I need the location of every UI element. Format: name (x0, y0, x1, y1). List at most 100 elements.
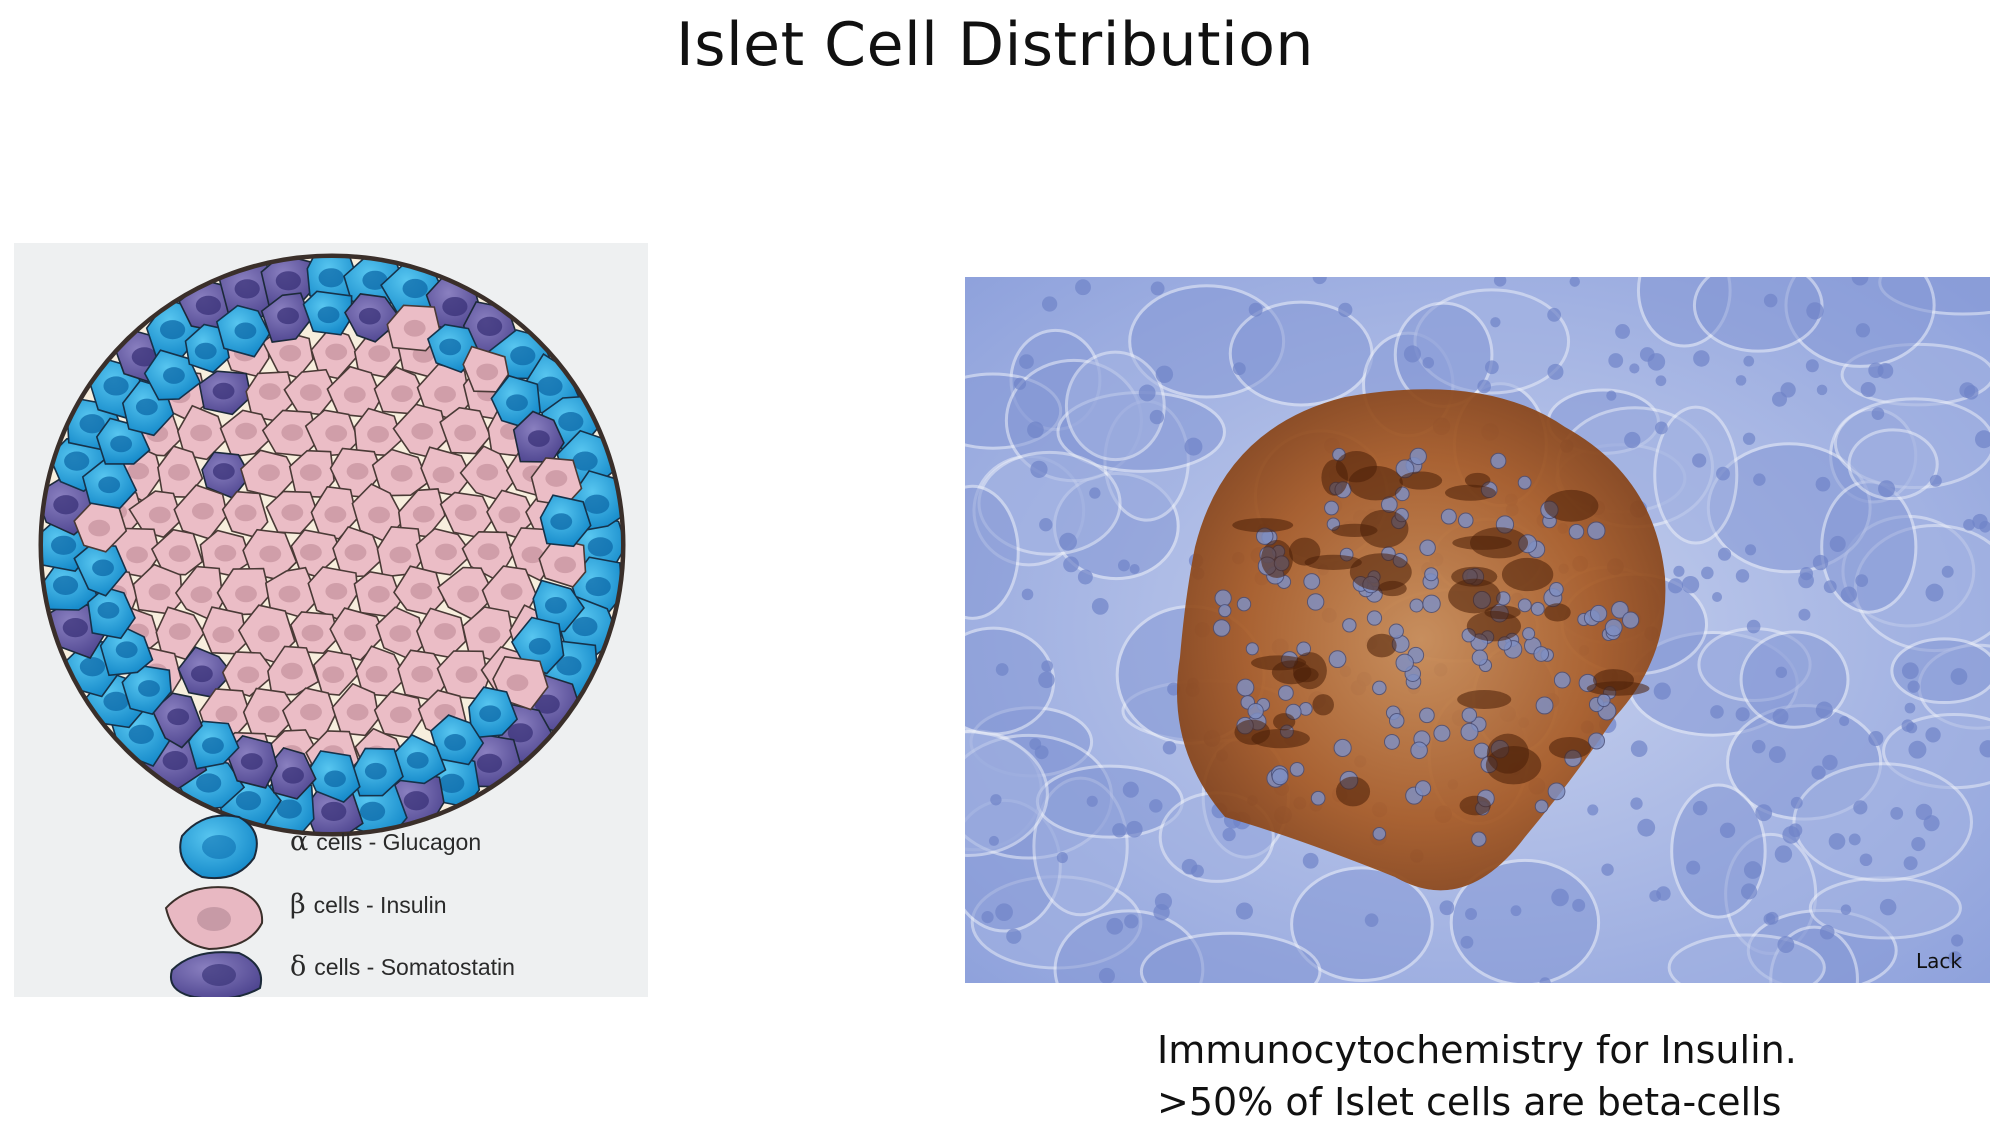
tissue-nucleus (1692, 453, 1707, 468)
stain-blotch (1501, 557, 1554, 592)
cell-nucleus (138, 680, 160, 697)
tissue-nucleus (1868, 362, 1884, 378)
cell-nucleus (300, 703, 322, 721)
acinar-lobule (1692, 277, 1824, 353)
tissue-nucleus (1806, 302, 1824, 320)
tissue-nucleus (1855, 323, 1871, 338)
islet-nucleus (1547, 782, 1566, 801)
tissue-nucleus (1828, 833, 1846, 850)
cell-nucleus (457, 585, 480, 603)
cell-nucleus (126, 546, 148, 564)
cell-nucleus (368, 345, 391, 362)
cell-nucleus (162, 750, 188, 771)
cell-nucleus (435, 543, 457, 561)
stain-blotch (1470, 527, 1529, 559)
tissue-nucleus (1654, 421, 1668, 435)
tissue-nucleus (1039, 518, 1053, 532)
legend-alpha-swatch (179, 814, 258, 880)
islet-nucleus (1553, 671, 1571, 689)
tissue-nucleus (1868, 731, 1884, 747)
tissue-nucleus (1768, 746, 1786, 764)
tissue-nucleus (1763, 913, 1776, 925)
stain-blotch (1273, 713, 1296, 731)
stain-blotch (1360, 509, 1409, 548)
cell-nucleus (64, 451, 90, 471)
cell-nucleus (240, 753, 263, 770)
acinar-lobule (1228, 300, 1374, 407)
stain-blotch (1457, 690, 1512, 709)
tissue-nucleus (1911, 836, 1926, 852)
acinar-lobule (1139, 931, 1322, 983)
islet-nucleus (1517, 475, 1532, 490)
tissue-nucleus (1740, 883, 1758, 900)
tissue-nucleus (1601, 863, 1614, 876)
cell-nucleus (455, 666, 478, 683)
cell-nucleus (190, 424, 213, 442)
insulin-micrograph: Lack (965, 277, 1990, 983)
tissue-nucleus (1129, 563, 1140, 574)
tissue-nucleus (1772, 708, 1789, 725)
tissue-nucleus (1878, 480, 1896, 498)
tissue-nucleus (1422, 356, 1435, 369)
cell-nucleus (477, 316, 503, 336)
tissue-nucleus (1056, 851, 1068, 864)
cell-nucleus (168, 463, 190, 481)
islet-nucleus (1236, 596, 1252, 612)
cell-nucleus (148, 506, 171, 524)
islet-nucleus (1604, 618, 1623, 637)
cell-nucleus (402, 278, 428, 299)
cell-nucleus (572, 616, 598, 637)
cell-nucleus (234, 279, 260, 299)
islet-nucleus (1366, 610, 1383, 626)
tissue-nucleus (1746, 619, 1761, 634)
acinar-lobule (1670, 783, 1767, 919)
cell-nucleus (498, 506, 521, 524)
islet-nucleus (1534, 799, 1549, 814)
tissue-nucleus (1915, 803, 1933, 821)
islet-nucleus (1372, 680, 1387, 696)
cell-nucleus (554, 556, 577, 574)
cell-nucleus (476, 363, 499, 381)
stain-blotch (1459, 795, 1491, 816)
cell-nucleus (358, 307, 381, 325)
tissue-nucleus (1964, 385, 1979, 400)
cell-nucleus (195, 295, 221, 315)
tissue-nucleus (1155, 365, 1174, 384)
cell-nucleus (79, 657, 106, 677)
cell-nucleus (275, 271, 301, 291)
cell-nucleus (325, 343, 348, 361)
cell-nucleus (212, 463, 235, 480)
cell-nucleus (299, 464, 322, 481)
tissue-nucleus (1539, 977, 1551, 983)
tissue-nucleus (1901, 662, 1919, 680)
islet-nucleus (1409, 598, 1424, 613)
islet-nucleus (1568, 523, 1585, 540)
tissue-nucleus (1743, 355, 1755, 367)
cell-nucleus (235, 422, 257, 440)
cell-nucleus (572, 451, 598, 471)
tissue-nucleus (1903, 856, 1918, 871)
tissue-nucleus (1041, 296, 1058, 312)
islet-nucleus (1611, 600, 1629, 619)
cell-nucleus (439, 338, 462, 356)
tissue-nucleus (1941, 565, 1954, 578)
tissue-nucleus (995, 663, 1009, 676)
cell-nucleus (299, 384, 322, 401)
tissue-nucleus (1735, 569, 1750, 583)
cell-nucleus (52, 575, 79, 595)
tissue-nucleus (1019, 354, 1034, 369)
islet-nucleus (1490, 452, 1507, 469)
cell-nucleus (280, 662, 303, 680)
legend-beta-label: β cells - Insulin (290, 889, 447, 920)
cell-nucleus (537, 376, 563, 396)
cell-nucleus (115, 641, 138, 659)
cell-nucleus (215, 705, 238, 723)
tissue-nucleus (1569, 277, 1580, 287)
stain-blotch (1548, 736, 1592, 759)
tissue-nucleus (1034, 745, 1049, 760)
tissue-nucleus (1839, 715, 1850, 727)
islet-nucleus (1410, 741, 1428, 760)
cell-nucleus (534, 694, 560, 714)
islet-nucleus (1433, 724, 1451, 742)
cell-nucleus (214, 544, 237, 562)
